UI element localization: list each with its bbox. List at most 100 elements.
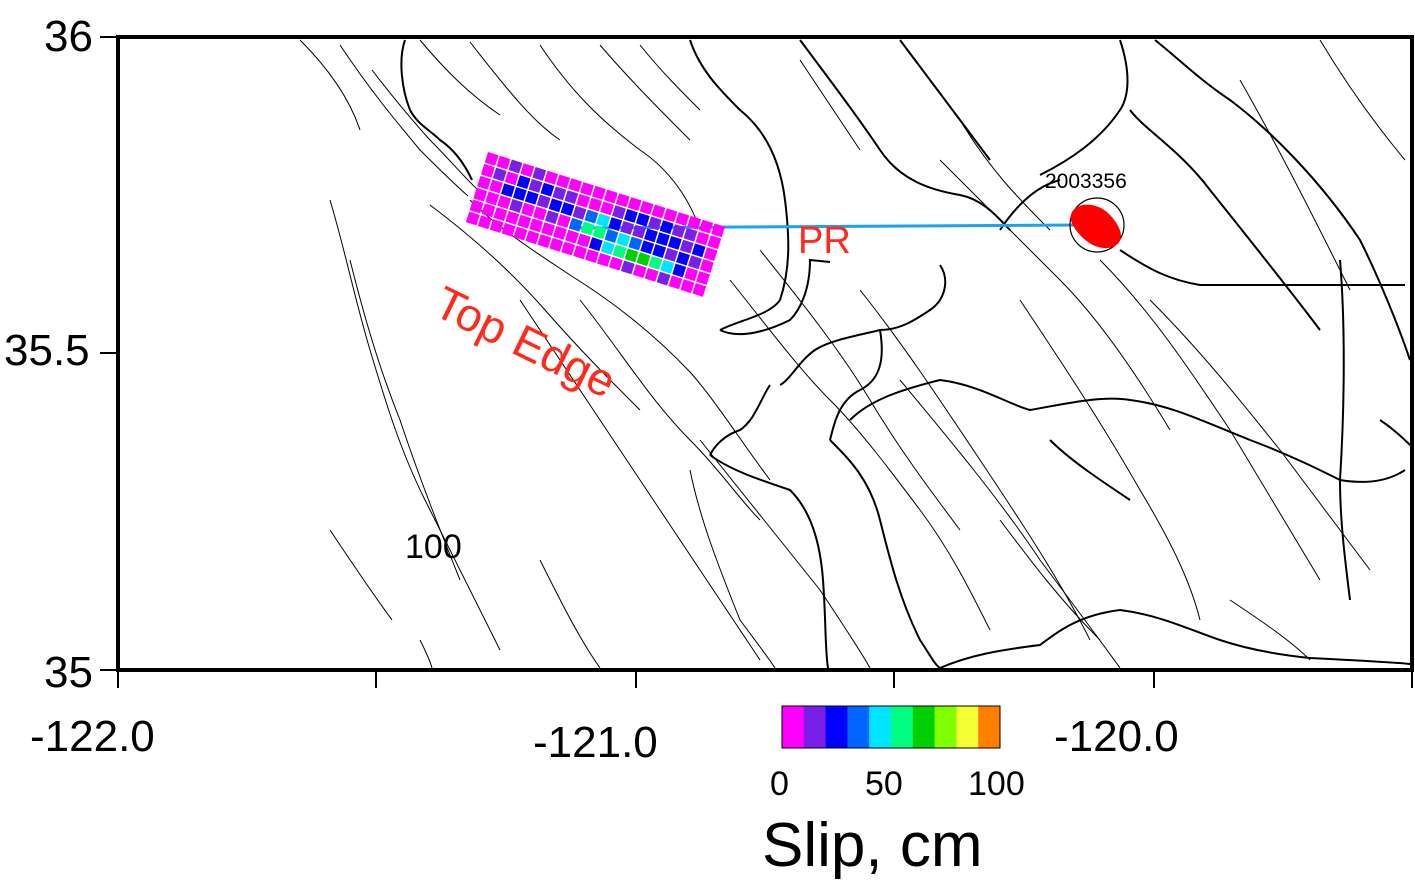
slip-cell <box>644 267 659 282</box>
road-lines <box>400 39 1411 669</box>
slip-cell <box>612 244 627 259</box>
slip-cell <box>672 263 687 278</box>
slip-cell <box>664 247 678 262</box>
colorbar-swatch <box>934 706 957 748</box>
slip-cell <box>540 182 555 197</box>
slip-cell <box>656 271 671 286</box>
slip-cell <box>525 230 540 245</box>
slip-cell <box>529 218 544 233</box>
slip-cell <box>544 210 559 225</box>
colorbar-tick-100: 100 <box>968 765 1025 803</box>
x-tick-minus-121: -121.0 <box>533 718 658 767</box>
x-tick-minus-120: -120.0 <box>1054 712 1179 761</box>
slip-cell <box>485 191 500 206</box>
slip-cell <box>707 235 722 250</box>
slip-cell <box>576 233 591 248</box>
slip-cell <box>568 178 582 193</box>
slip-cell <box>680 279 695 294</box>
slip-cell <box>552 186 567 201</box>
slip-cell <box>560 202 575 216</box>
colorbar-outline <box>781 705 1001 749</box>
slip-cell <box>608 256 623 271</box>
slip-cell <box>663 208 678 223</box>
slip-cell <box>573 245 587 260</box>
colorbar-swatch <box>891 706 914 748</box>
slip-cell <box>469 199 484 214</box>
slip-cell <box>501 222 516 237</box>
slip-cell <box>588 237 603 252</box>
slip-cell <box>565 229 579 244</box>
slip-cell <box>493 207 508 222</box>
colorbar-tick-50: 50 <box>865 765 903 803</box>
slip-cell <box>513 226 528 241</box>
slip-cell <box>481 203 496 218</box>
slip-cell <box>615 193 630 208</box>
contour-label: 100 <box>405 528 462 566</box>
slip-cell <box>541 222 555 237</box>
slip-cell <box>537 234 552 248</box>
slip-cell <box>699 259 714 273</box>
colorbar-swatch <box>847 706 870 748</box>
slip-cell <box>699 219 714 234</box>
slip-cell <box>603 189 618 204</box>
colorbar-swatch <box>912 706 936 748</box>
slip-cell <box>524 190 539 205</box>
x-tick-minus-122: -122.0 <box>30 712 155 761</box>
slip-cell <box>556 214 571 228</box>
slip-cell <box>651 204 666 219</box>
slip-cell <box>544 170 559 185</box>
slip-cell <box>580 182 594 196</box>
colorbar-title: Slip, cm <box>762 811 983 880</box>
slip-cell <box>600 201 614 216</box>
slip-cell <box>627 197 642 211</box>
slip-cell <box>692 283 707 297</box>
slip-cell <box>553 225 567 240</box>
slip-cell <box>516 175 531 189</box>
fault-traces <box>299 39 1406 669</box>
slip-cell <box>592 225 607 240</box>
slip-cell <box>676 251 690 266</box>
slip-cell <box>591 185 606 200</box>
slip-cell <box>640 240 655 255</box>
slip-cell <box>521 202 535 217</box>
slip-cell <box>687 215 702 230</box>
slip-cell <box>508 159 523 174</box>
slip-cell <box>612 205 626 220</box>
slip-cell <box>620 220 635 235</box>
slip-cell <box>647 216 662 231</box>
slip-cell <box>489 219 504 233</box>
slip-cell <box>632 264 647 279</box>
slip-cell <box>561 241 576 256</box>
slip-cell <box>585 249 599 263</box>
slip-cell <box>688 255 702 270</box>
slip-cell <box>549 237 564 252</box>
slip-cell <box>620 260 635 275</box>
slip-cell <box>652 244 667 258</box>
slip-cell <box>477 175 491 190</box>
slip-patch <box>465 152 725 297</box>
slip-cell <box>703 247 718 262</box>
slip-cell <box>632 224 646 239</box>
slip-cell <box>711 223 725 238</box>
slip-cell <box>501 183 515 198</box>
slip-cell <box>505 210 520 225</box>
slip-cell <box>600 241 615 255</box>
slip-cell <box>675 212 690 226</box>
slip-cell <box>604 229 619 243</box>
slip-cell <box>695 231 710 246</box>
y-tick-35: 35 <box>44 648 93 697</box>
slip-cell <box>671 224 686 238</box>
slip-cell <box>517 214 532 229</box>
slip-cell <box>623 209 638 223</box>
slip-cell <box>639 200 654 215</box>
slip-cell <box>480 163 495 178</box>
slip-cell <box>628 236 643 251</box>
slip-cell <box>596 213 611 228</box>
slip-cell <box>624 248 639 263</box>
profile-label: PR <box>798 220 851 262</box>
slip-cell <box>644 228 658 243</box>
slip-cell <box>484 152 499 166</box>
slip-cell <box>564 190 579 205</box>
map-frame <box>116 35 1414 672</box>
